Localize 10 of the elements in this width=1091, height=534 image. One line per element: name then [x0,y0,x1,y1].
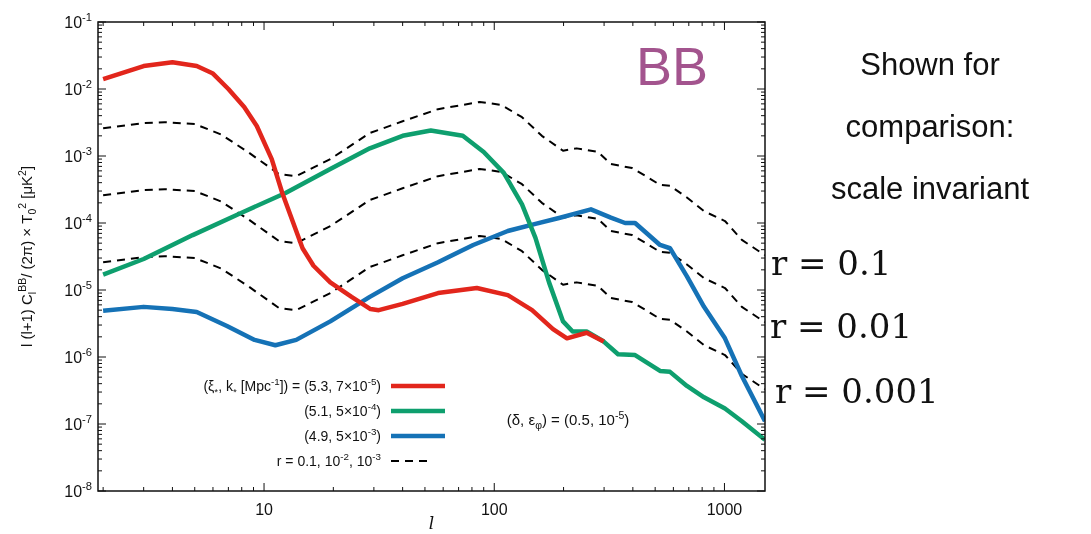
text: r = 0.1 [771,243,892,283]
x-tick-label: 100 [480,501,508,518]
x-tick-label: 1000 [706,501,743,518]
text: Shown for comparison: scale invariant [830,47,1030,206]
text: l (l+1) ClBB/ (2π) × T02 [μK2] [15,165,38,348]
annotation: BB [635,36,709,96]
x-axis-title: l [428,513,435,533]
text: r = 0.001 [775,371,939,411]
x-tick-label: 10 [255,501,274,518]
text: r = 0.01 [770,306,913,346]
